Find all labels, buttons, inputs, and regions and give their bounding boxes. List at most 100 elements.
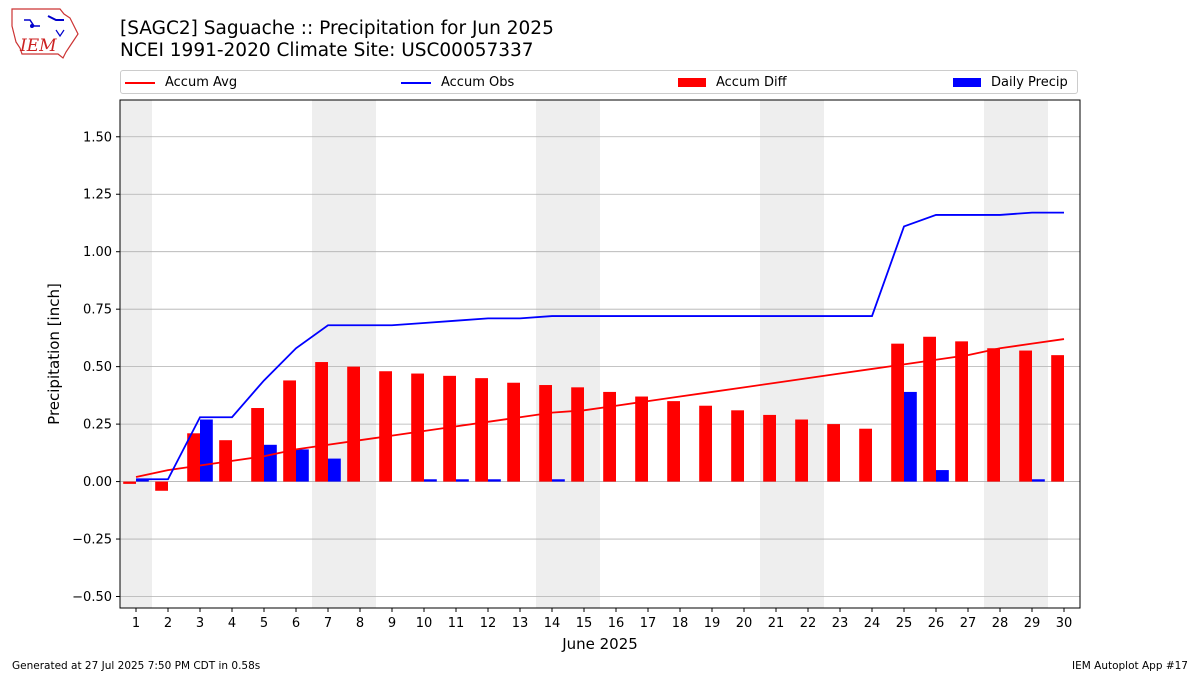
accum-diff-bar [731,410,744,482]
daily-precip-bar [456,479,469,482]
x-tick-label: 12 [480,616,497,631]
x-tick-label: 17 [640,616,657,631]
accum-avg-line [135,338,1065,478]
y-tick-label: −0.25 [72,533,112,548]
y-tick-label: −0.50 [72,590,112,605]
daily-precip-bar [328,458,341,482]
legend: Accum Avg Accum Obs Accum Diff Daily Pre… [120,70,1078,94]
accum-diff-bar [635,396,648,482]
x-tick-label: 18 [672,616,689,631]
x-tick-label: 8 [356,616,364,631]
y-tick-label: 0.75 [83,303,112,318]
footer-generated-text: Generated at 27 Jul 2025 7:50 PM CDT in … [12,660,261,672]
accum-diff-bar [987,348,1000,482]
y-tick-label: 1.00 [83,245,112,260]
iem-logo: IEM [11,8,79,59]
daily-precip-bar [552,479,565,482]
legend-item-accum-obs: Accum Obs [401,74,514,91]
accum-diff-bar [1019,350,1032,482]
legend-label-accum-avg: Accum Avg [165,75,238,90]
weekend-band [792,100,824,608]
accum-diff-bar [283,380,296,482]
x-tick-label: 9 [388,616,396,631]
accum-diff-bar [187,433,200,482]
x-tick-label: 6 [292,616,300,631]
x-tick-label: 22 [800,616,817,631]
daily-precip-bar [264,444,277,482]
accum-diff-bar [219,440,232,482]
x-tick-label: 4 [228,616,236,631]
y-axis-label: Precipitation [inch] [45,283,63,425]
x-tick-label: 1 [132,616,140,631]
x-tick-label: 10 [416,616,433,631]
legend-label-accum-diff: Accum Diff [716,75,787,90]
accum-diff-bar [347,366,360,482]
accum-diff-bar [123,481,136,484]
weekend-band [344,100,376,608]
x-tick-label: 11 [448,616,465,631]
accum-diff-bar [699,405,712,482]
x-tick-label: 3 [196,616,204,631]
x-tick-label: 24 [864,616,881,631]
daily-precip-bar [296,449,309,482]
y-tick-label: 0.50 [83,360,112,375]
x-tick-label: 25 [896,616,913,631]
legend-swatch-accum-obs [401,81,431,84]
accum-diff-bar [507,382,520,482]
x-tick-label: 16 [608,616,625,631]
y-tick-label: 0.25 [83,418,112,433]
logo-text: IEM [19,36,57,56]
accum-diff-bar [923,336,936,482]
accum-diff-bar [315,362,328,482]
daily-precip-bar [488,479,501,482]
x-tick-label: 26 [928,616,945,631]
x-tick-label: 15 [576,616,593,631]
accum-obs-line [136,211,1064,481]
accum-diff-bar [379,371,392,482]
x-axis-label: June 2025 [561,635,638,653]
accum-diff-bar [411,373,424,482]
accum-diff-bar [1051,355,1064,482]
x-tick-label: 13 [512,616,529,631]
x-tick-label: 23 [832,616,849,631]
x-tick-label: 14 [544,616,561,631]
accum-diff-bar [859,428,872,482]
footer-app-label: IEM Autoplot App #17 [1072,660,1188,672]
x-tick-label: 29 [1024,616,1041,631]
x-tick-label: 28 [992,616,1009,631]
weekend-band [120,100,152,608]
x-tick-label: 30 [1056,616,1073,631]
legend-label-daily-precip: Daily Precip [991,75,1068,90]
weekend-band [760,100,792,608]
accum-diff-bar [443,375,456,482]
legend-item-accum-avg: Accum Avg [125,74,237,91]
weekend-band [536,100,568,608]
weekend-band [568,100,600,608]
accum-diff-bar [891,343,904,482]
y-tick-label: 1.50 [83,130,112,145]
x-tick-label: 19 [704,616,721,631]
daily-precip-bar [1032,479,1045,482]
accum-diff-bar [827,424,840,482]
accum-diff-bar [955,341,968,482]
legend-item-accum-diff: Accum Diff [678,74,787,91]
accum-diff-bar [795,419,808,482]
accum-diff-bar [475,378,488,482]
accum-diff-bar [251,408,264,482]
y-tick-label: 0.00 [83,475,112,490]
x-tick-label: 5 [260,616,268,631]
accum-diff-bar [571,387,584,482]
legend-swatch-accum-avg [125,81,155,84]
weekend-band [312,100,344,608]
x-tick-label: 27 [960,616,977,631]
accum-diff-bar [539,385,552,482]
legend-swatch-daily-precip [953,78,981,87]
y-tick-label: 1.25 [83,188,112,203]
daily-precip-bar [936,470,949,482]
legend-swatch-accum-diff [678,78,706,87]
x-tick-label: 20 [736,616,753,631]
accum-diff-bar [763,414,776,482]
accum-diff-bar [667,401,680,482]
daily-precip-bar [136,479,149,482]
